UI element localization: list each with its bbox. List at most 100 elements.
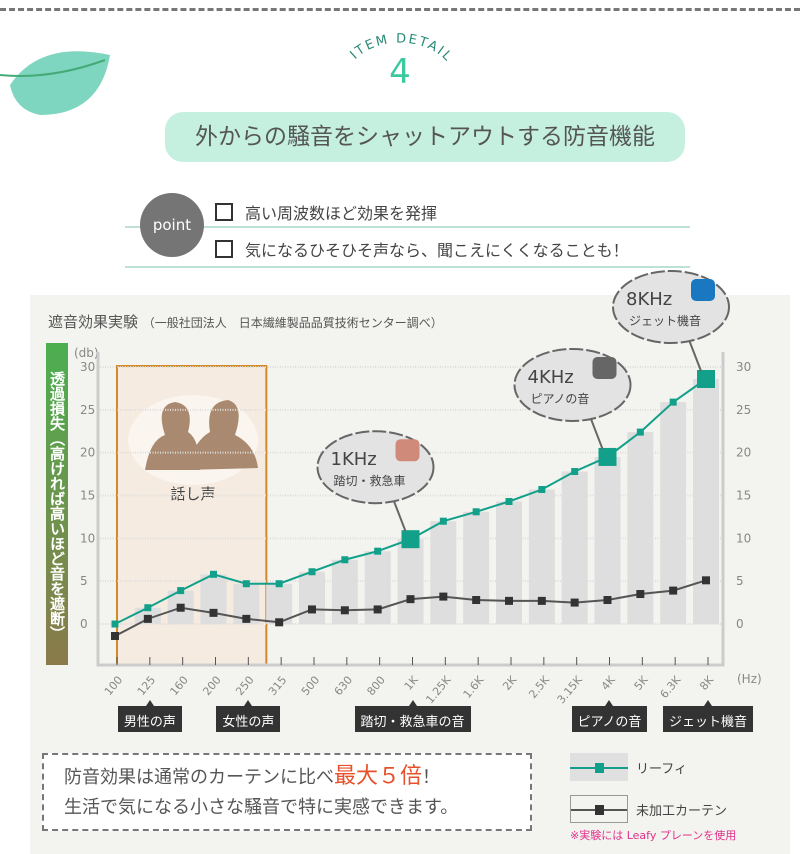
y-tick-label-right: 15 [736,489,751,503]
callout-label: ピアノの音 [531,391,590,406]
callout-frequency: 4KHz [528,367,574,388]
x-category-tag: ジェット機音 [663,700,754,732]
x-tick-label: 500 [299,674,322,698]
bar [397,539,424,624]
callout-frequency: 8KHz [626,289,672,310]
data-point [340,606,349,615]
data-point [505,596,513,605]
data-point [111,631,119,640]
chart-title: 遮音効果実験 （一般社団法人 日本繊維製品品質技術センター調べ） [48,313,443,331]
divider [125,226,690,228]
x-unit: (Hz) [737,672,762,686]
data-point [374,547,382,555]
data-point [669,586,678,595]
y-tick-label-left: 20 [80,446,95,460]
data-point [702,576,710,585]
legend-item: 未加工カーテン [570,795,736,823]
callout-label: 踏切・救急車 [334,473,406,488]
y-tick-label-right: 25 [736,403,751,417]
point-text: 高い周波数ほど効果を発揮 [245,204,438,223]
point-badge: point [140,193,204,257]
summary-note: 防音効果は通常のカーテンに比べ最大５倍！ 生活で気になる小さな騒音で特に実感でき… [42,753,532,831]
data-point [401,530,420,549]
x-tick-label: 2.5K [526,673,552,701]
legend-item: リーフィ [570,753,736,781]
legend: リーフィ 未加工カーテン ※実験には Leafy プレーンを使用 [570,753,736,843]
y-unit: (db) [74,346,99,360]
data-point [439,517,447,525]
data-point [373,605,382,614]
data-point [472,596,481,605]
data-point [538,486,546,494]
y-tick-label-left: 25 [80,403,95,417]
point-item: 高い周波数ほど効果を発揮 [215,200,437,224]
item-detail-eyebrow: ITEM DETAIL [347,32,453,66]
x-category-tag: 男性の声 [117,700,182,732]
data-point [603,596,612,605]
x-category-tag: 踏切・救急車の音 [354,700,471,732]
legend-swatch-curtain [570,795,628,823]
data-point [669,398,677,406]
data-point [177,587,185,595]
legend-swatch-leafy [570,753,628,781]
callout-label: ジェット機音 [629,313,701,328]
x-tick-label: 125 [135,674,158,698]
data-point [341,556,349,564]
data-point [144,604,152,612]
data-point [308,605,316,614]
y-tick-label-right: 20 [736,446,751,460]
point-text: 気になるひそひそ声なら、聞こえにくくなることも！ [245,241,629,260]
data-point [275,580,283,588]
data-point [697,369,715,388]
checkbox-icon [215,240,233,258]
data-point [275,618,284,627]
x-tick-label: 1.25K [423,673,454,706]
highlight-text: 最大５倍 [334,764,423,789]
data-point [308,568,316,576]
y-tick-label-right: 5 [736,574,744,588]
y-tick-label-left: 10 [80,531,95,545]
y-tick-label-right: 10 [736,531,751,545]
data-point [636,590,645,599]
y-axis-label: 透過損失（高ければ高いほど音を遮断） [46,343,68,665]
highlight-label: 話し声 [170,485,215,503]
data-point [406,595,415,604]
data-point [209,608,218,617]
bar [331,559,358,624]
stitched-divider [0,8,800,12]
footnote: ※実験には Leafy プレーンを使用 [570,829,737,842]
x-tick-label: 800 [365,674,388,698]
data-point [439,592,448,601]
data-point [571,468,579,476]
y-tick-label-right: 0 [736,617,744,631]
axes [96,352,725,667]
bar [693,378,719,624]
x-tick-label: 315 [266,674,289,698]
x-category-tag: 女性の声 [216,700,281,732]
data-point [210,570,217,578]
data-point [111,620,119,628]
x-tick-label: 1.6K [461,673,487,701]
x-tick-label: 3.15K [555,673,586,706]
data-point [242,580,250,588]
callout-frequency: 1KHz [331,449,377,470]
bar [430,521,457,624]
y-tick-label-left: 15 [80,489,95,503]
data-point [472,508,480,516]
data-point [505,497,513,505]
bar [463,511,490,624]
x-tick-label: 5K [632,673,652,693]
y-tick-label-left: 0 [80,617,88,631]
bar [266,583,293,624]
x-tick-label: 6.3K [658,673,684,701]
headline: 外からの騒音をシャットアウトする防音機能 [165,112,685,162]
x-tick-label: 100 [102,674,125,698]
data-point [537,596,546,605]
leaf-icon [0,51,110,115]
data-point [570,598,579,607]
x-tick-label: 2K [500,673,520,693]
y-tick-label-left: 5 [80,574,88,588]
data-point [598,447,617,466]
data-point [242,614,251,623]
